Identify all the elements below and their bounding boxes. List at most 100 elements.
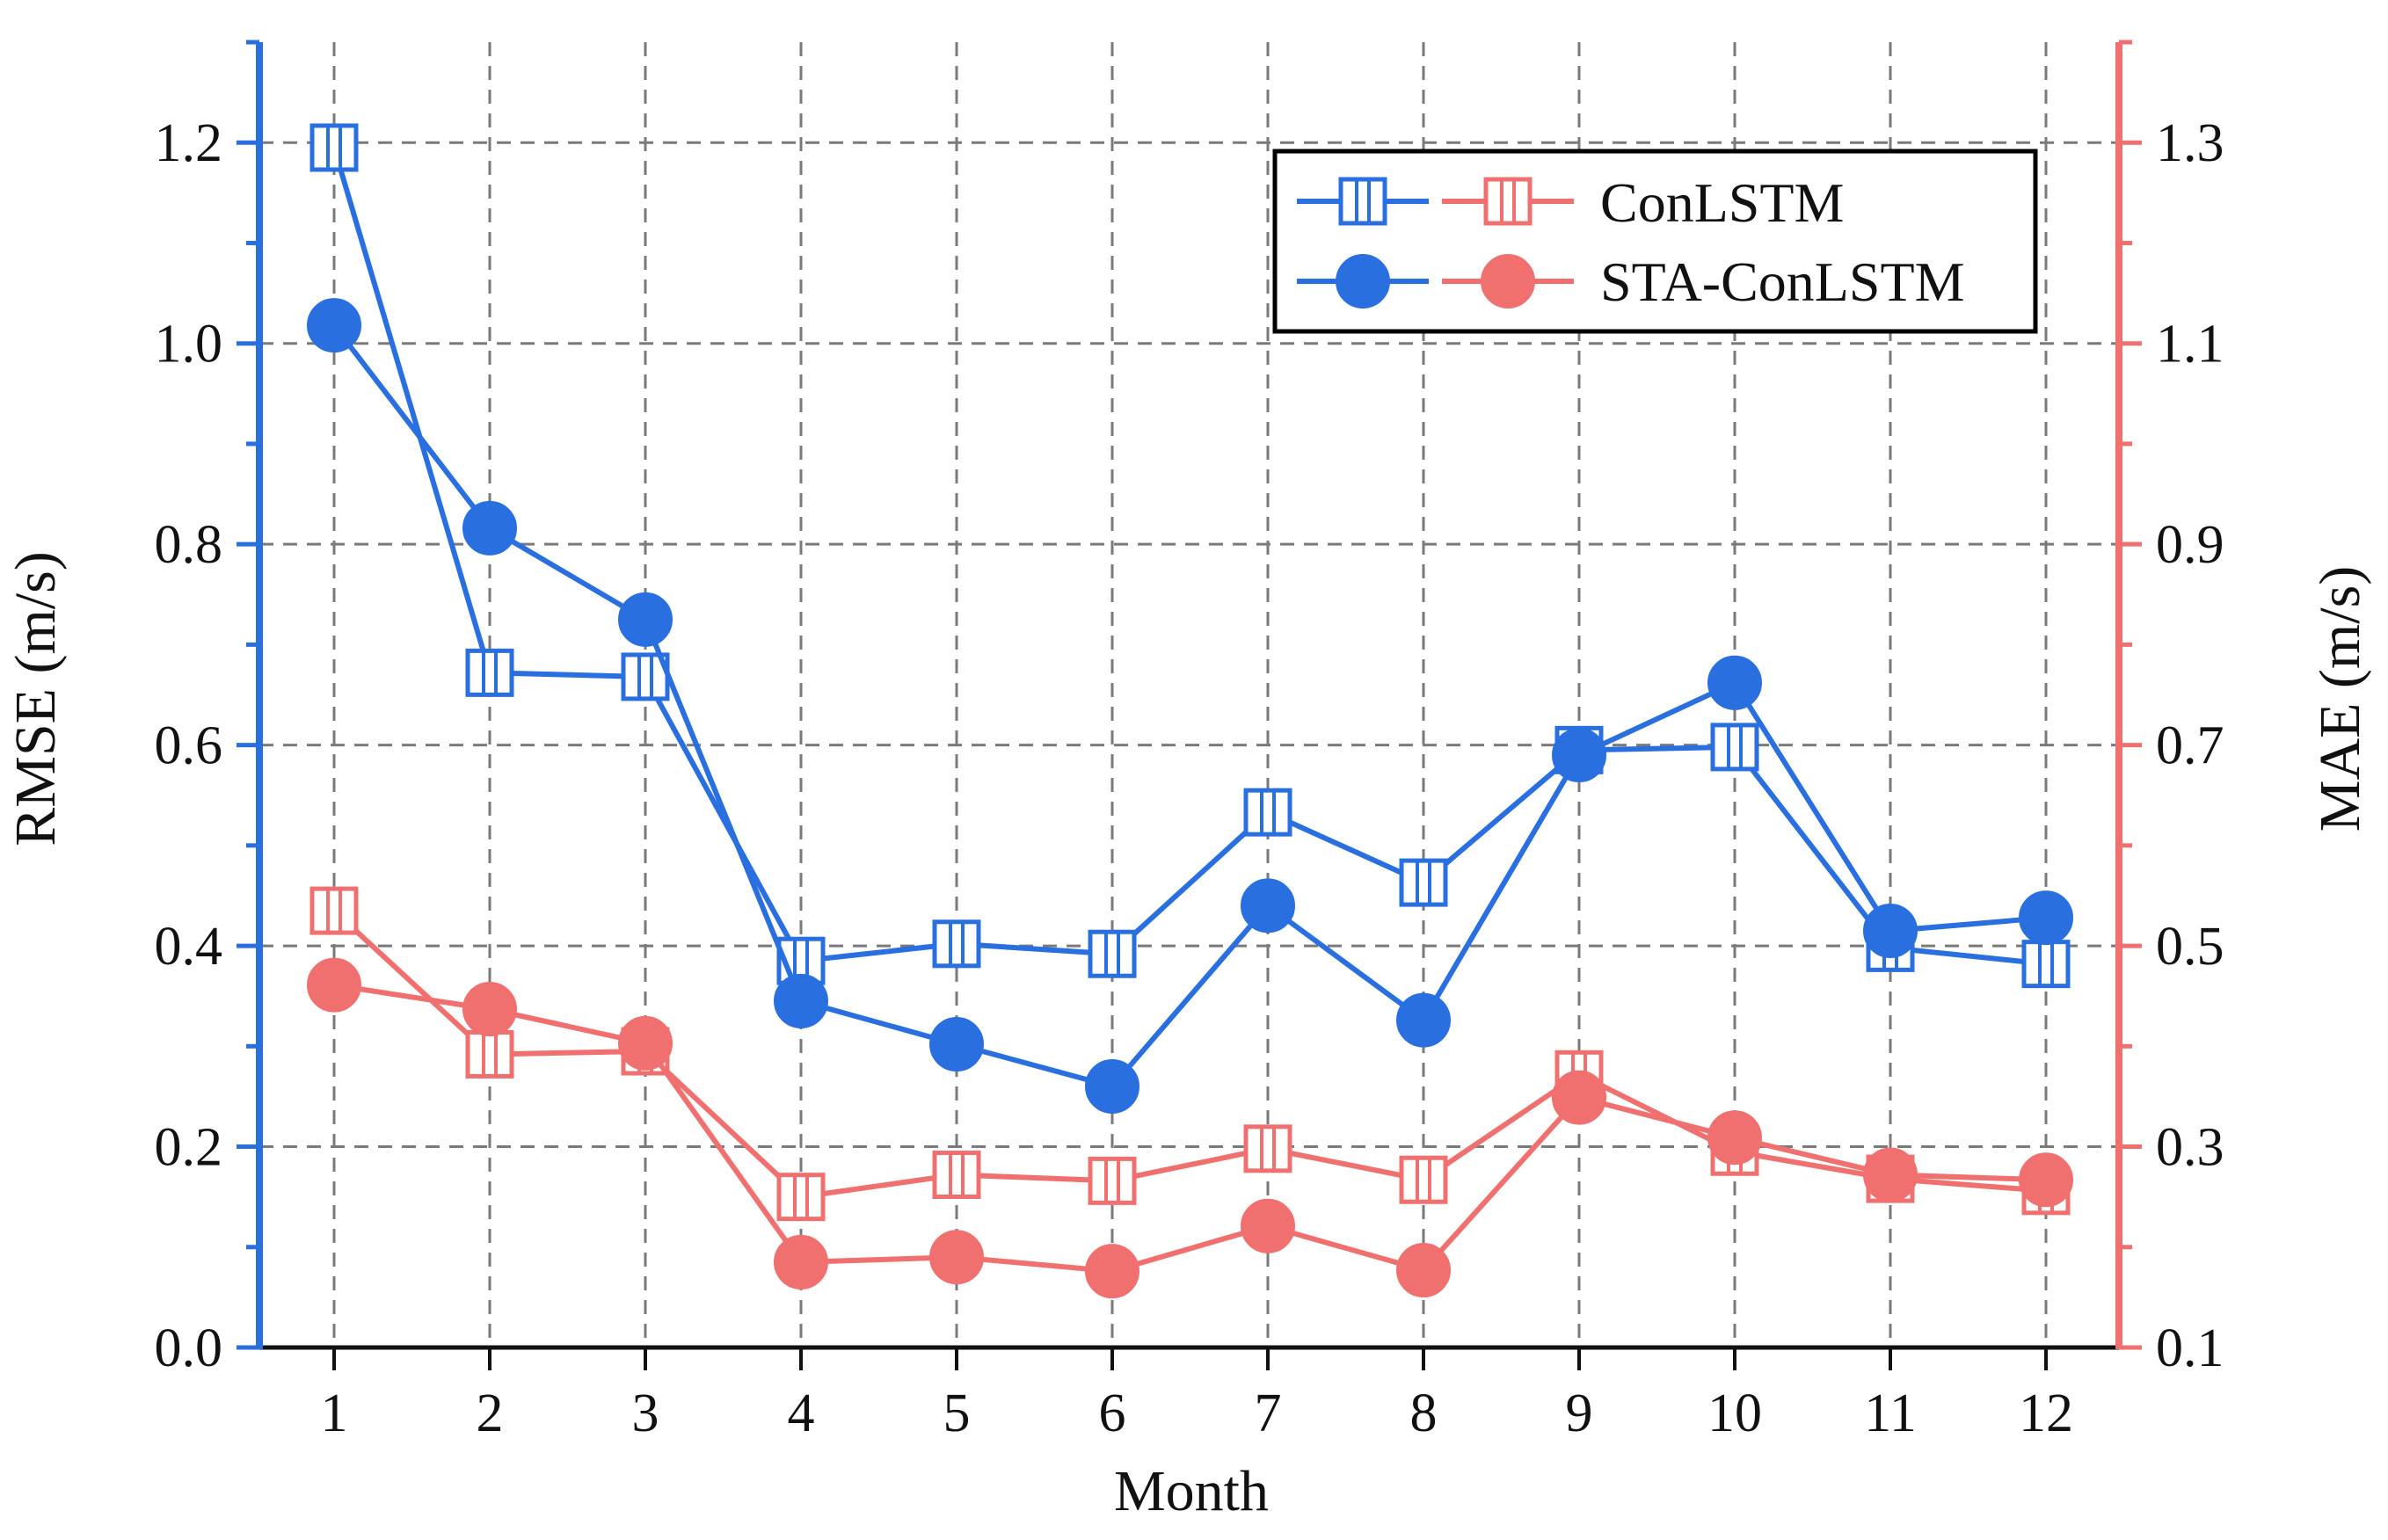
point-conlstm-mae-4-box bbox=[776, 1173, 826, 1222]
point-conlstm-mae-6-box bbox=[1088, 1156, 1137, 1205]
y-right-tick-label-1.3: 1.3 bbox=[2156, 113, 2224, 173]
point-sta-conlstm-mae-7 bbox=[1241, 1198, 1295, 1253]
legend-markers bbox=[1297, 177, 1574, 309]
y-left-tick-label-1.2: 1.2 bbox=[155, 113, 223, 173]
point-conlstm-mae-6 bbox=[1088, 1156, 1137, 1205]
y-axis-left-title: RMSE (m/s) bbox=[4, 551, 68, 846]
point-sta-conlstm-mae-1 bbox=[307, 957, 361, 1013]
point-conlstm-mae-2-box bbox=[465, 1029, 514, 1079]
x-tick-label-2: 2 bbox=[477, 1384, 504, 1443]
point-sta-conlstm-mae-3 bbox=[618, 1015, 673, 1071]
point-conlstm-rmse-2-box bbox=[465, 648, 514, 697]
point-sta-conlstm-rmse-3 bbox=[618, 592, 673, 647]
y-left-tick-label-0.2: 0.2 bbox=[155, 1118, 223, 1178]
x-tick-label-7: 7 bbox=[1255, 1384, 1282, 1443]
point-sta-conlstm-rmse-12 bbox=[2019, 890, 2073, 946]
legend-marker-rmse-sta-conlstm bbox=[1336, 254, 1390, 309]
point-conlstm-rmse-10 bbox=[1710, 723, 1759, 772]
point-sta-conlstm-mae-2 bbox=[462, 982, 517, 1037]
tick-labels: 1 2 3 4 5 6 7 8 9 10 11 120.00.20.40.60.81.01.20.10… bbox=[155, 113, 2224, 1443]
point-conlstm-rmse-5-box bbox=[932, 919, 981, 969]
series-group bbox=[307, 123, 2073, 1299]
y-left-tick-label-0.6: 0.6 bbox=[155, 716, 223, 776]
legend-label-sta-conlstm: STA-ConLSTM bbox=[1600, 251, 1964, 313]
point-sta-conlstm-mae-12 bbox=[2019, 1152, 2073, 1208]
point-conlstm-rmse-10-box bbox=[1710, 723, 1759, 772]
point-conlstm-rmse-6-box bbox=[1088, 929, 1137, 978]
legend-marker-mae-sta-conlstm bbox=[1481, 254, 1535, 309]
legend-label-conlstm: ConLSTM bbox=[1600, 171, 1844, 234]
axes bbox=[237, 40, 2142, 1370]
x-tick-label-4: 4 bbox=[788, 1384, 815, 1443]
point-conlstm-mae-4 bbox=[776, 1173, 826, 1222]
point-conlstm-mae-1 bbox=[309, 886, 359, 935]
series-sta-conlstm-rmse bbox=[307, 298, 2073, 1114]
point-conlstm-rmse-2 bbox=[465, 648, 514, 697]
point-conlstm-rmse-7-box bbox=[1243, 788, 1292, 837]
legend-marker-mae-conlstm-box bbox=[1483, 177, 1533, 226]
y-right-tick-label-0.3: 0.3 bbox=[2156, 1118, 2224, 1178]
y-axis-right-title: MAE (m/s) bbox=[2308, 566, 2372, 832]
point-conlstm-mae-2 bbox=[465, 1029, 514, 1079]
legend-box bbox=[1272, 149, 2038, 334]
point-sta-conlstm-rmse-6 bbox=[1085, 1059, 1139, 1114]
y-right-tick-label-0.5: 0.5 bbox=[2156, 917, 2224, 977]
point-sta-conlstm-rmse-1 bbox=[307, 298, 361, 353]
x-tick-label-1: 1 bbox=[321, 1384, 348, 1443]
series-line-sta-conlstm-rmse bbox=[331, 323, 2047, 1089]
series-line-sta-conlstm-mae bbox=[333, 982, 2047, 1275]
point-conlstm-rmse-1-box bbox=[309, 123, 359, 172]
y-left-tick-label-0.0: 0.0 bbox=[155, 1318, 223, 1378]
point-sta-conlstm-rmse-5 bbox=[929, 1017, 984, 1072]
point-conlstm-rmse-3 bbox=[621, 652, 670, 701]
legend: ConLSTM STA-ConLSTM bbox=[1272, 149, 2038, 334]
y-left-tick-label-1.0: 1.0 bbox=[155, 315, 223, 374]
point-sta-conlstm-mae-6 bbox=[1085, 1244, 1139, 1299]
x-tick-label-9: 9 bbox=[1566, 1384, 1593, 1443]
point-conlstm-rmse-12 bbox=[2021, 940, 2071, 989]
point-sta-conlstm-rmse-2 bbox=[462, 500, 517, 556]
point-sta-conlstm-mae-5 bbox=[929, 1230, 984, 1285]
x-tick-label-3: 3 bbox=[632, 1384, 659, 1443]
point-conlstm-mae-8 bbox=[1399, 1155, 1448, 1204]
point-conlstm-rmse-1 bbox=[309, 123, 359, 172]
x-tick-label-6: 6 bbox=[1099, 1384, 1126, 1443]
point-sta-conlstm-rmse-11 bbox=[1863, 903, 1918, 958]
x-tick-label-5: 5 bbox=[943, 1384, 971, 1443]
point-conlstm-rmse-8-box bbox=[1399, 858, 1448, 907]
x-axis-title: Month bbox=[1114, 1459, 1269, 1523]
point-sta-conlstm-mae-8 bbox=[1396, 1243, 1451, 1298]
point-sta-conlstm-rmse-9 bbox=[1552, 728, 1606, 783]
y-right-tick-label-0.9: 0.9 bbox=[2156, 515, 2224, 575]
series-line-conlstm-mae bbox=[331, 908, 2047, 1200]
point-sta-conlstm-rmse-10 bbox=[1707, 655, 1762, 710]
y-left-tick-label-0.4: 0.4 bbox=[155, 917, 223, 977]
point-conlstm-rmse-5 bbox=[932, 919, 981, 969]
point-conlstm-rmse-8 bbox=[1399, 858, 1448, 907]
point-conlstm-mae-5 bbox=[932, 1151, 981, 1200]
series-conlstm-mae bbox=[309, 886, 2071, 1222]
point-conlstm-rmse-7 bbox=[1243, 788, 1292, 837]
point-conlstm-mae-5-box bbox=[932, 1151, 981, 1200]
point-sta-conlstm-mae-9 bbox=[1552, 1070, 1606, 1125]
series-line-conlstm-rmse bbox=[331, 147, 2047, 967]
point-conlstm-mae-8-box bbox=[1399, 1155, 1448, 1204]
point-conlstm-mae-1-box bbox=[309, 886, 359, 935]
point-conlstm-rmse-6 bbox=[1088, 929, 1137, 978]
point-sta-conlstm-mae-10 bbox=[1707, 1110, 1762, 1166]
point-sta-conlstm-mae-11 bbox=[1863, 1147, 1918, 1202]
y-right-tick-label-0.1: 0.1 bbox=[2156, 1318, 2224, 1378]
x-tick-label-10: 10 bbox=[1707, 1384, 1762, 1443]
point-sta-conlstm-rmse-4 bbox=[774, 973, 828, 1028]
x-tick-label-11: 11 bbox=[1864, 1384, 1917, 1443]
series-sta-conlstm-mae bbox=[307, 957, 2073, 1299]
legend-marker-rmse-conlstm bbox=[1338, 177, 1387, 226]
point-conlstm-mae-7-box bbox=[1243, 1124, 1292, 1173]
point-sta-conlstm-rmse-7 bbox=[1241, 878, 1295, 933]
legend-marker-mae-conlstm bbox=[1483, 177, 1533, 226]
point-sta-conlstm-rmse-8 bbox=[1396, 992, 1451, 1048]
point-conlstm-rmse-12-box bbox=[2021, 940, 2071, 989]
point-conlstm-mae-7 bbox=[1243, 1124, 1292, 1173]
x-tick-label-12: 12 bbox=[2019, 1384, 2073, 1443]
y-left-tick-label-0.8: 0.8 bbox=[155, 515, 223, 575]
